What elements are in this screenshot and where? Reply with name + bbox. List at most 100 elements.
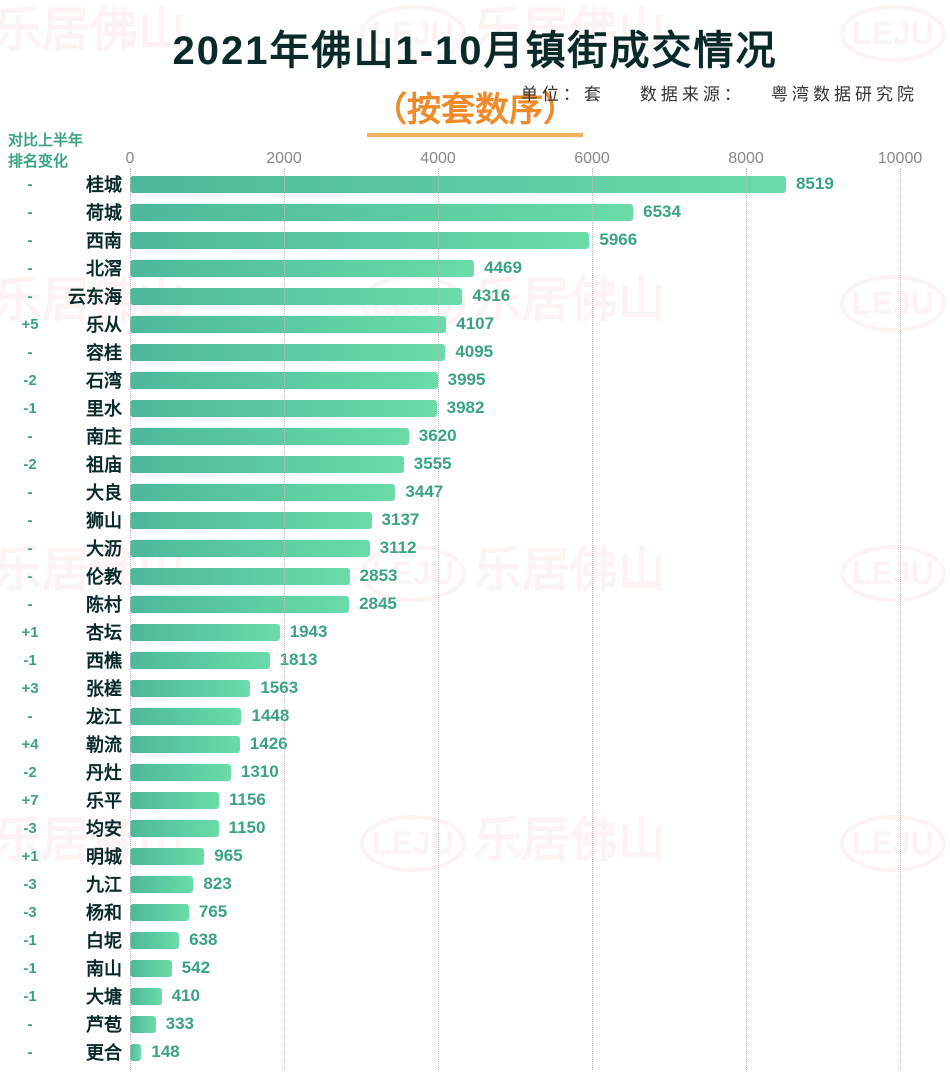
- bar: [130, 456, 404, 473]
- bar-value: 148: [151, 1042, 179, 1062]
- footer-source-value: 粤湾数据研究院: [771, 85, 918, 104]
- bar-row: -2丹灶1310: [130, 758, 920, 786]
- town-label: 九江: [52, 871, 122, 897]
- bar-value: 5966: [599, 230, 637, 250]
- bar-row: -伦教2853: [130, 562, 920, 590]
- bar-value: 2845: [359, 594, 397, 614]
- axis-tick: 4000: [420, 150, 456, 168]
- rank-change: -: [8, 568, 52, 585]
- grid-line: [284, 168, 285, 1070]
- bar-row: -1西樵1813: [130, 646, 920, 674]
- bar: [130, 288, 462, 305]
- town-label: 杏坛: [52, 619, 122, 645]
- bar-row: -更合148: [130, 1038, 920, 1066]
- town-label: 大沥: [52, 535, 122, 561]
- chart-title: 2021年佛山1-10月镇街成交情况: [0, 0, 950, 76]
- axis-tick: 8000: [728, 150, 764, 168]
- bar: [130, 708, 241, 725]
- rank-change: -2: [8, 456, 52, 473]
- bar-row: -龙江1448: [130, 702, 920, 730]
- bar-row: -大良3447: [130, 478, 920, 506]
- axis-tick: 10000: [878, 150, 923, 168]
- rank-change: -1: [8, 960, 52, 977]
- bar-row: -云东海4316: [130, 282, 920, 310]
- town-label: 张槎: [52, 675, 122, 701]
- rank-change: +5: [8, 316, 52, 333]
- footer-unit: 单位：套: [521, 85, 605, 104]
- bar-row: -3均安1150: [130, 814, 920, 842]
- rank-change: -: [8, 1044, 52, 1061]
- bar-value: 6534: [643, 202, 681, 222]
- town-label: 西南: [52, 227, 122, 253]
- bar-value: 1813: [280, 650, 318, 670]
- rank-change: -: [8, 596, 52, 613]
- bar: [130, 904, 189, 921]
- town-label: 勒流: [52, 731, 122, 757]
- header-left-line1: 对比上半年: [8, 132, 83, 149]
- bar-value: 1426: [250, 734, 288, 754]
- bar-row: -1白坭638: [130, 926, 920, 954]
- bar: [130, 568, 350, 585]
- bar-row: -桂城8519: [130, 170, 920, 198]
- town-label: 南庄: [52, 423, 122, 449]
- rank-change: -: [8, 484, 52, 501]
- bar-value: 3555: [414, 454, 452, 474]
- bar: [130, 764, 231, 781]
- bar-row: +1明城965: [130, 842, 920, 870]
- bar-row: -2石湾3995: [130, 366, 920, 394]
- bar-value: 1563: [260, 678, 298, 698]
- grid-line: [592, 168, 593, 1070]
- bar-value: 1943: [290, 622, 328, 642]
- axis-tick: 0: [126, 150, 135, 168]
- rank-change: -1: [8, 988, 52, 1005]
- rank-change: -: [8, 540, 52, 557]
- bar-row: -容桂4095: [130, 338, 920, 366]
- rank-change: -: [8, 204, 52, 221]
- grid-line: [130, 168, 131, 1070]
- rank-change-header: 对比上半年 排名变化: [8, 130, 83, 172]
- bar: [130, 932, 179, 949]
- bar-value: 638: [189, 930, 217, 950]
- grid-line: [746, 168, 747, 1070]
- bar-value: 4107: [456, 314, 494, 334]
- town-label: 龙江: [52, 703, 122, 729]
- town-label: 明城: [52, 843, 122, 869]
- town-label: 石湾: [52, 367, 122, 393]
- bar: [130, 232, 589, 249]
- rank-change: +4: [8, 736, 52, 753]
- bar-row: +4勒流1426: [130, 730, 920, 758]
- town-label: 杨和: [52, 899, 122, 925]
- bar: [130, 344, 445, 361]
- bar-row: -1里水3982: [130, 394, 920, 422]
- rank-change: -3: [8, 876, 52, 893]
- header-left-line2: 排名变化: [8, 153, 68, 170]
- rank-change: -: [8, 708, 52, 725]
- bar-row: -3杨和765: [130, 898, 920, 926]
- rank-change: -: [8, 232, 52, 249]
- town-label: 桂城: [52, 171, 122, 197]
- town-label: 荷城: [52, 199, 122, 225]
- rank-change: -1: [8, 400, 52, 417]
- bar-value: 1156: [229, 790, 266, 810]
- bar-value: 2853: [360, 566, 398, 586]
- bar: [130, 736, 240, 753]
- town-label: 容桂: [52, 339, 122, 365]
- bar-value: 542: [182, 958, 210, 978]
- bar-row: +5乐从4107: [130, 310, 920, 338]
- town-label: 伦教: [52, 563, 122, 589]
- bar-value: 4316: [472, 286, 510, 306]
- bar-row: -荷城6534: [130, 198, 920, 226]
- footer-source-label: 数据来源：: [640, 85, 745, 104]
- rank-change: -2: [8, 372, 52, 389]
- town-label: 陈村: [52, 591, 122, 617]
- bar: [130, 596, 349, 613]
- town-label: 大塘: [52, 983, 122, 1009]
- bar: [130, 624, 280, 641]
- bar-row: -大沥3112: [130, 534, 920, 562]
- bar: [130, 260, 474, 277]
- bar-row: -1大塘410: [130, 982, 920, 1010]
- bar: [130, 1044, 141, 1061]
- town-label: 白坭: [52, 927, 122, 953]
- bar: [130, 876, 193, 893]
- rank-change: -: [8, 176, 52, 193]
